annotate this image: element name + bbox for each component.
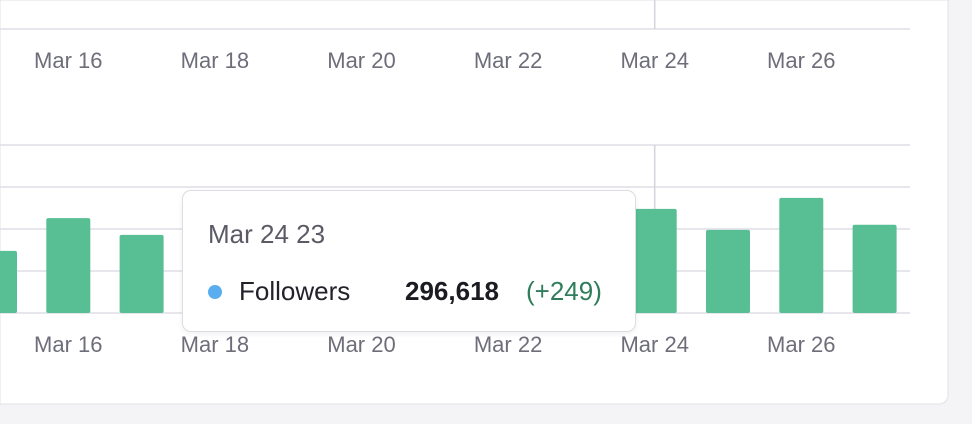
bar — [779, 197, 824, 313]
bar — [0, 250, 17, 313]
x-tick-label: Mar 26 — [767, 48, 835, 73]
x-tick-label: Mar 24 — [620, 48, 688, 73]
bar — [119, 234, 164, 313]
x-tick-label: Mar 16 — [34, 332, 102, 357]
tooltip-title: Mar 24 23 — [208, 219, 326, 249]
x-tick-label: Mar 26 — [767, 332, 835, 357]
bar — [706, 229, 750, 313]
x-tick-label: Mar 18 — [181, 48, 249, 73]
x-tick-label: Mar 16 — [34, 48, 102, 73]
x-tick-label: Mar 24 — [620, 332, 688, 357]
tooltip-value: 296,618 — [405, 276, 499, 306]
x-tick-label: Mar 20 — [327, 332, 395, 357]
bar — [632, 208, 677, 313]
legend-dot — [208, 285, 222, 299]
x-tick-label: Mar 20 — [327, 48, 395, 73]
x-tick-label: Mar 18 — [181, 332, 249, 357]
tooltip: Mar 24 23 Followers 296,618 (+249) — [182, 190, 636, 332]
x-tick-label: Mar 22 — [474, 332, 542, 357]
tooltip-series-name: Followers — [239, 276, 351, 306]
tooltip-change: (+249) — [526, 276, 602, 306]
bar — [46, 218, 91, 313]
x-tick-label: Mar 22 — [474, 48, 542, 73]
bar — [852, 224, 897, 313]
